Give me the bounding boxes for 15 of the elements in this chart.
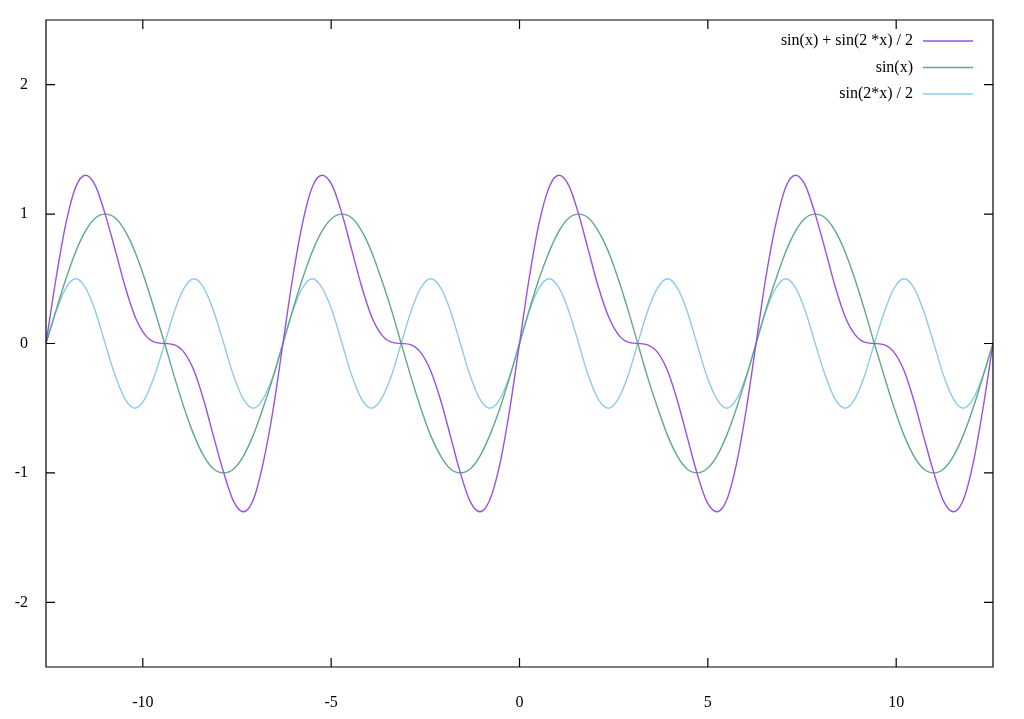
x-tick-label: 10 xyxy=(888,692,905,710)
x-tick-label: 0 xyxy=(515,692,524,710)
legend-label: sin(x) xyxy=(875,57,913,76)
line-series xyxy=(46,174,993,513)
legend-label: sin(x) + sin(2 *x) / 2 xyxy=(780,31,913,50)
line-series xyxy=(46,213,993,474)
x-tick-label: 5 xyxy=(703,692,712,710)
legend-label: sin(2*x) / 2 xyxy=(839,84,913,103)
y-tick-label: 0 xyxy=(20,333,28,351)
y-tick-label: -2 xyxy=(14,592,28,610)
y-tick-label: -1 xyxy=(14,463,28,481)
x-tick-label: -10 xyxy=(132,692,154,710)
y-tick-label: 2 xyxy=(20,74,28,92)
x-tick-label: -5 xyxy=(324,692,338,710)
y-tick-label: 1 xyxy=(20,204,28,222)
